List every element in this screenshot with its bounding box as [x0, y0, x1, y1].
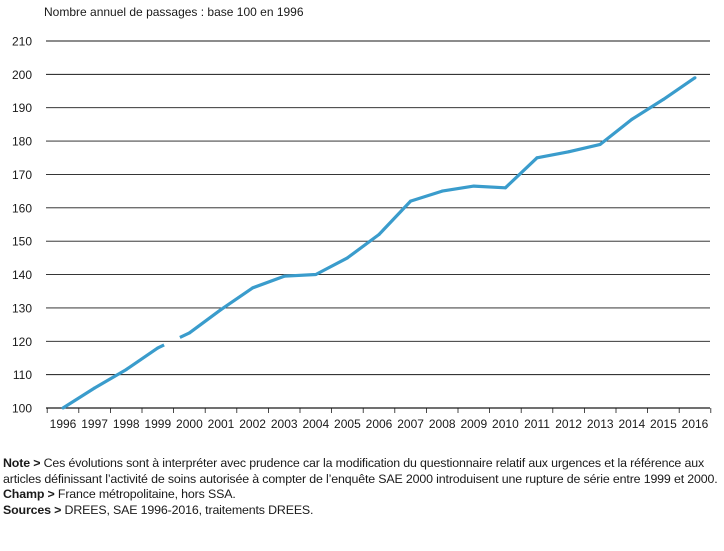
data-point-1996	[61, 406, 65, 410]
data-point-2011	[535, 156, 539, 160]
x-tick-label: 1999	[144, 417, 171, 431]
data-point-2000	[187, 331, 191, 335]
note-label: Note >	[3, 456, 41, 470]
x-axis-ticks: 1996 1997 1998 1999 2000 2001 2002 2003 2004 2005…	[46, 408, 712, 431]
series-segment-before-break	[62, 343, 165, 410]
data-point-2006	[377, 233, 381, 237]
data-point-2016	[693, 76, 697, 80]
series-line	[61, 76, 697, 410]
x-tick-label: 2000	[176, 417, 203, 431]
x-tick-label: 2013	[587, 417, 614, 431]
x-tick-label: 2002	[239, 417, 266, 431]
champ-text: France métropolitaine, hors SSA.	[54, 487, 236, 501]
y-tick-label: 100	[12, 402, 32, 416]
sources-paragraph: Sources > DREES, SAE 1996-2016, traiteme…	[3, 503, 719, 519]
note-text: Ces évolutions sont à interpréter avec p…	[3, 456, 718, 486]
x-tick-label: 2012	[555, 417, 582, 431]
data-point-2002	[251, 286, 255, 290]
x-tick-label: 2008	[429, 417, 456, 431]
series-segment-after-break	[179, 76, 696, 339]
y-tick-label: 190	[12, 101, 32, 115]
data-point-2004	[314, 273, 318, 277]
x-tick-label: 2011	[524, 417, 550, 431]
x-tick-label: 2007	[397, 417, 424, 431]
note-paragraph: Note > Ces évolutions sont à interpréter…	[3, 456, 719, 487]
y-axis-unit-label: Nombre annuel de passages : base 100 en …	[44, 5, 304, 19]
data-point-2014	[630, 117, 634, 121]
x-tick-label: 2016	[682, 417, 709, 431]
x-tick-label: 2003	[271, 417, 298, 431]
y-tick-label: 210	[12, 35, 32, 49]
y-tick-label: 180	[12, 135, 32, 149]
sources-label: Sources >	[3, 502, 62, 517]
y-tick-label: 200	[12, 68, 32, 82]
y-tick-label: 110	[13, 368, 32, 382]
x-tick-label: 1998	[113, 417, 140, 431]
data-point-1999	[156, 346, 160, 350]
data-point-2015	[661, 97, 665, 101]
grid-lines	[46, 40, 710, 409]
data-point-1997	[93, 386, 97, 390]
data-point-2012	[567, 150, 571, 154]
data-point-1998	[124, 368, 128, 372]
y-tick-label: 150	[12, 235, 32, 249]
y-tick-label: 130	[12, 301, 32, 315]
champ-label: Champ >	[3, 487, 55, 501]
data-point-2001	[219, 308, 223, 312]
x-tick-label: 2004	[302, 417, 329, 431]
data-point-2013	[598, 142, 602, 146]
data-point-2010	[503, 186, 507, 190]
data-point-2005	[345, 256, 349, 260]
x-tick-label: 2014	[618, 417, 645, 431]
y-tick-label: 170	[12, 168, 32, 182]
data-point-2003	[282, 274, 286, 278]
data-point-2007	[409, 199, 413, 203]
line-chart: Nombre annuel de passages : base 100 en …	[12, 5, 712, 431]
y-tick-label: 140	[12, 268, 32, 282]
y-tick-label: 120	[12, 335, 32, 349]
sources-text: DREES, SAE 1996-2016, traitements DREES.	[61, 502, 314, 517]
x-tick-label: 2001	[208, 417, 235, 431]
data-point-2009	[472, 184, 476, 188]
x-tick-label: 2010	[492, 417, 519, 431]
chart-notes: Note > Ces évolutions sont à interpréter…	[3, 456, 719, 518]
x-tick-label: 2015	[650, 417, 677, 431]
x-tick-label: 1997	[81, 417, 108, 431]
data-point-2008	[440, 189, 444, 193]
y-tick-label: 160	[12, 201, 32, 215]
y-axis-ticks: 100 110 120 130 140 150 160 170 180 190 200 210	[12, 35, 32, 416]
x-tick-label: 1996	[50, 417, 77, 431]
x-tick-label: 2009	[460, 417, 487, 431]
champ-paragraph: Champ > France métropolitaine, hors SSA.	[3, 487, 719, 503]
x-tick-label: 2005	[334, 417, 361, 431]
x-tick-label: 2006	[366, 417, 393, 431]
